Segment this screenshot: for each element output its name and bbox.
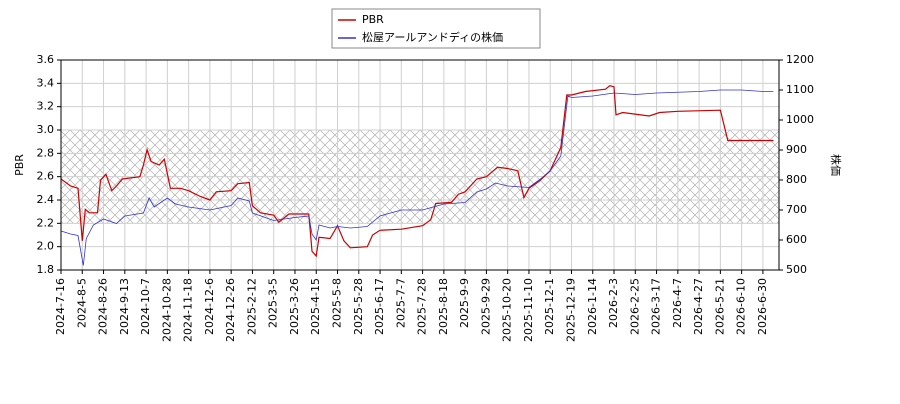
y-tick-label: 3.2 bbox=[37, 100, 55, 113]
x-tick-label: 2025-9-9 bbox=[458, 278, 471, 328]
x-tick-label: 2024-12-6 bbox=[203, 278, 216, 335]
series-line bbox=[60, 85, 774, 258]
y2-tick-label: 700 bbox=[786, 203, 807, 216]
x-tick-label: 2026-2-25 bbox=[628, 278, 641, 335]
x-tick-label: 2026-4-7 bbox=[671, 278, 684, 328]
x-tick-label: 2026-5-21 bbox=[713, 278, 726, 335]
x-tick-label: 2024-8-26 bbox=[97, 278, 110, 335]
x-tick-label: 2024-11-18 bbox=[182, 278, 195, 342]
x-tick-label: 2026-6-10 bbox=[735, 278, 748, 335]
legend-label: 松屋アールアンドディの株価 bbox=[362, 30, 503, 44]
x-tick-label: 2026-6-30 bbox=[756, 278, 769, 335]
x-tick-label: 2024-9-13 bbox=[118, 278, 131, 335]
x-tick-label: 2025-6-17 bbox=[373, 278, 386, 335]
legend-label: PBR bbox=[362, 13, 384, 26]
y-tick-label: 2.4 bbox=[37, 193, 55, 206]
x-tick-label: 2025-5-8 bbox=[331, 278, 344, 328]
x-tick-label: 2025-12-19 bbox=[564, 278, 577, 342]
y-axis-label: PBR bbox=[13, 154, 26, 176]
y2-tick-label: 1000 bbox=[786, 113, 814, 126]
y-tick-label: 2.6 bbox=[37, 170, 55, 183]
x-tick-label: 2024-10-7 bbox=[139, 278, 152, 335]
plot-frame bbox=[60, 59, 780, 271]
x-tick-label: 2025-12-1 bbox=[543, 278, 556, 335]
x-tick-label: 2025-10-20 bbox=[501, 278, 514, 342]
x-tick-label: 2025-8-18 bbox=[437, 278, 450, 335]
y2-tick-label: 500 bbox=[786, 263, 807, 276]
y-tick-label: 3.6 bbox=[37, 53, 55, 66]
y2-tick-label: 1100 bbox=[786, 83, 814, 96]
x-tick-label: 2025-4-15 bbox=[309, 278, 322, 335]
y-tick-label: 2.8 bbox=[37, 146, 55, 159]
x-tick-label: 2026-2-3 bbox=[607, 278, 620, 328]
x-tick-label: 2026-4-27 bbox=[692, 278, 705, 335]
x-tick-label: 2024-8-5 bbox=[75, 278, 88, 328]
legend bbox=[331, 8, 541, 49]
y-tick-label: 2.2 bbox=[37, 216, 55, 229]
x-tick-label: 2024-12-26 bbox=[224, 278, 237, 342]
x-tick-label: 2026-1-14 bbox=[586, 278, 599, 335]
x-tick-label: 2025-3-5 bbox=[267, 278, 280, 328]
series-line bbox=[60, 89, 774, 266]
y2-axis-label: 株価 bbox=[829, 154, 843, 176]
x-tick-label: 2024-10-28 bbox=[160, 278, 173, 342]
x-tick-label: 2025-7-7 bbox=[394, 278, 407, 328]
x-tick-label: 2025-2-12 bbox=[245, 278, 258, 335]
y2-tick-label: 1200 bbox=[786, 53, 814, 66]
y2-tick-label: 800 bbox=[786, 173, 807, 186]
x-tick-label: 2024-7-16 bbox=[54, 278, 67, 335]
x-tick-label: 2026-3-17 bbox=[650, 278, 663, 335]
y-tick-label: 1.8 bbox=[37, 263, 55, 276]
x-tick-label: 2025-7-28 bbox=[416, 278, 429, 335]
x-tick-label: 2025-11-10 bbox=[522, 278, 535, 342]
y2-tick-label: 900 bbox=[786, 143, 807, 156]
x-tick-label: 2025-9-29 bbox=[479, 278, 492, 335]
y2-tick-label: 600 bbox=[786, 233, 807, 246]
y-tick-label: 3.4 bbox=[37, 76, 55, 89]
y-tick-label: 3.0 bbox=[37, 123, 55, 136]
y-tick-label: 2.0 bbox=[37, 240, 55, 253]
x-tick-label: 2025-5-28 bbox=[352, 278, 365, 335]
x-tick-label: 2025-3-26 bbox=[288, 278, 301, 335]
